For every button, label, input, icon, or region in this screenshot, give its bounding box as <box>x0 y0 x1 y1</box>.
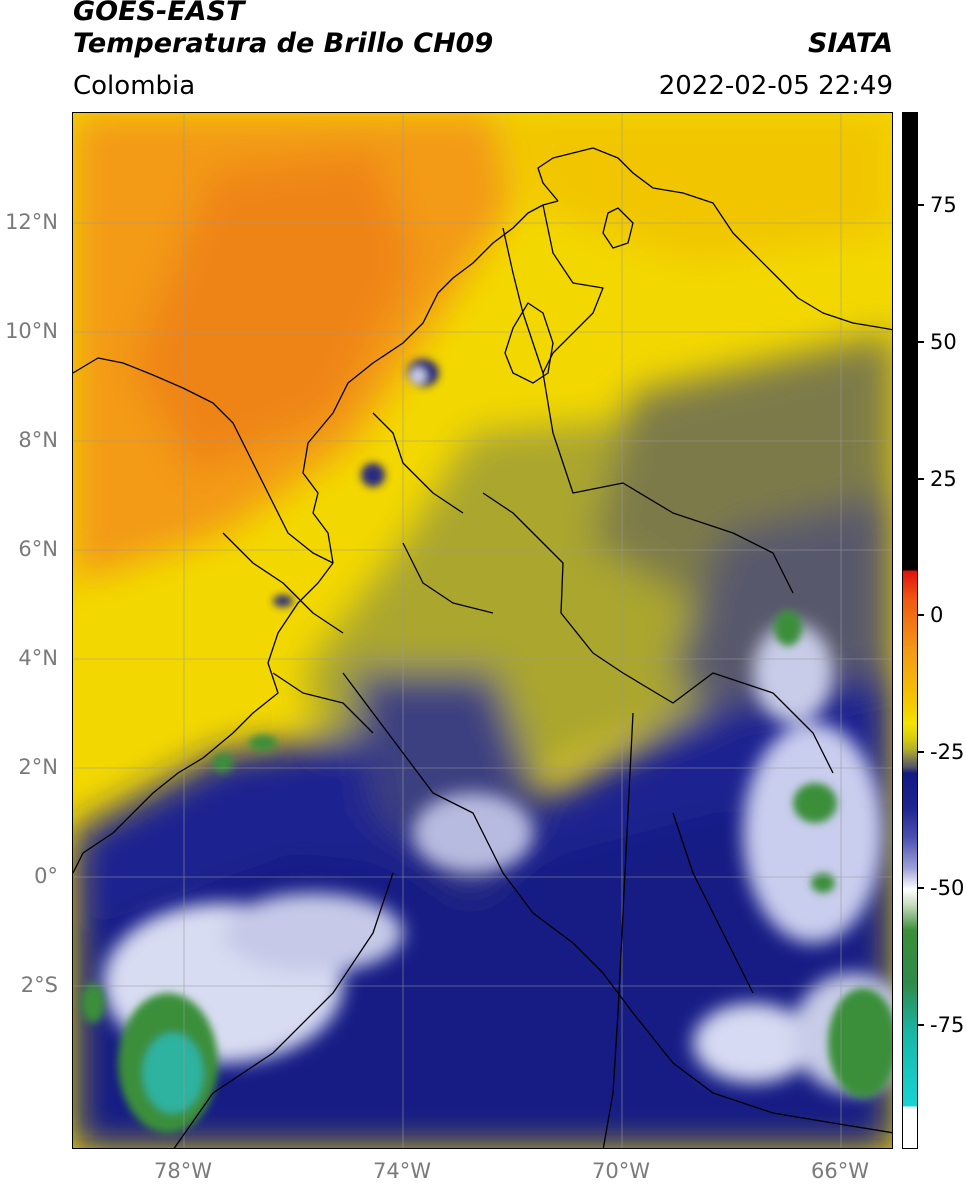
colorbar-label-75: 75 <box>930 193 957 217</box>
lat-label-2s: 2°S <box>20 973 58 997</box>
colorbar-tick <box>918 204 924 206</box>
lat-label-8n: 8°N <box>18 428 58 452</box>
colorbar-tick <box>918 1024 924 1026</box>
region-label: Colombia <box>73 71 196 101</box>
lat-label-2n: 2°N <box>18 755 58 779</box>
graticule-lines <box>73 113 892 1148</box>
lat-label-4n: 4°N <box>18 646 58 670</box>
colorbar-tick <box>918 478 924 480</box>
product-title: Temperatura de Brillo CH09 <box>73 28 494 59</box>
agency-title: SIATA <box>807 28 893 59</box>
colorbar-label-50: 50 <box>930 330 957 354</box>
colorbar-label-minus50: -50 <box>930 876 965 900</box>
lon-label-78w: 78°W <box>154 1159 212 1183</box>
lat-label-6n: 6°N <box>18 537 58 561</box>
colorbar <box>902 112 918 1149</box>
colorbar-label-minus25: -25 <box>930 740 965 764</box>
colorbar-label-25: 25 <box>930 467 957 491</box>
lat-label-0: 0° <box>34 864 58 888</box>
colorbar-label-0: 0 <box>930 603 944 627</box>
colorbar-tick <box>918 614 924 616</box>
maracaibo-outline <box>504 207 634 384</box>
colorbar-tick <box>918 887 924 889</box>
lat-label-12n: 12°N <box>5 210 58 234</box>
colorbar-tick <box>918 341 924 343</box>
datetime-label: 2022-02-05 22:49 <box>658 71 893 101</box>
colorbar-label-minus75: -75 <box>930 1013 965 1037</box>
satellite-title: GOES-EAST <box>73 0 245 27</box>
colorbar-tick <box>918 751 924 753</box>
brightness-temperature-image <box>73 113 892 1148</box>
coastlines-borders <box>73 147 892 1148</box>
satellite-map <box>72 112 893 1149</box>
lon-label-74w: 74°W <box>373 1159 431 1183</box>
lon-label-70w: 70°W <box>592 1159 650 1183</box>
lat-label-10n: 10°N <box>5 319 58 343</box>
lon-label-66w: 66°W <box>811 1159 869 1183</box>
